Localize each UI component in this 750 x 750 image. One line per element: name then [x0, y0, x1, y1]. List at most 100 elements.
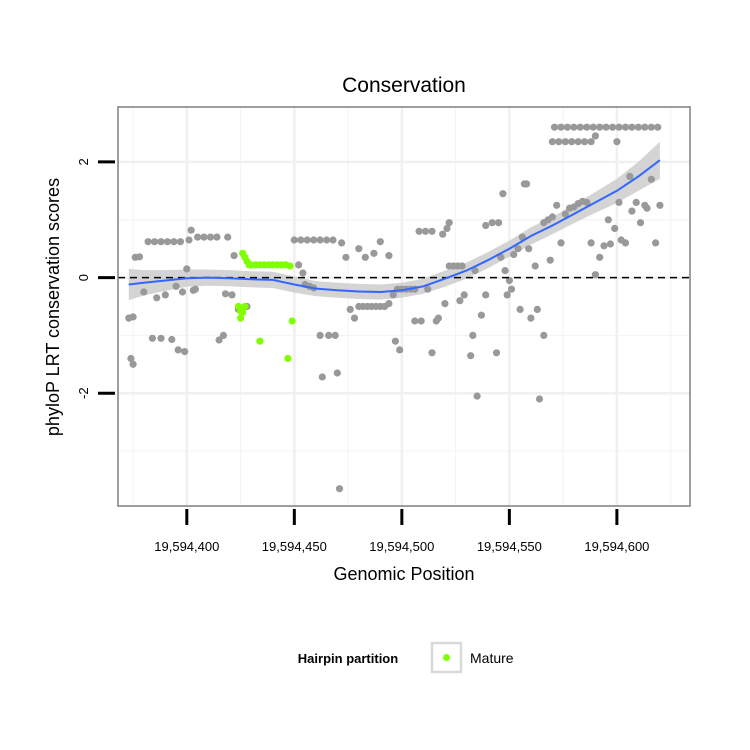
- data-point-other: [636, 219, 645, 227]
- data-point-other: [355, 245, 363, 253]
- y-axis: -2 0 2: [76, 158, 115, 399]
- data-point-other: [127, 354, 135, 363]
- data-point-other: [596, 253, 604, 261]
- data-point-mature: [284, 354, 292, 363]
- data-point-other: [591, 132, 600, 140]
- data-point-other: [181, 348, 189, 356]
- data-point-other: [350, 314, 359, 322]
- data-point-other: [325, 331, 333, 339]
- data-point-other: [609, 123, 617, 131]
- data-point-other: [456, 297, 464, 305]
- data-point-other: [215, 336, 223, 344]
- data-point-other: [523, 180, 531, 188]
- data-point-other: [615, 198, 623, 206]
- data-point-other: [178, 288, 187, 296]
- data-point-other: [550, 123, 559, 131]
- data-point-other: [654, 123, 662, 131]
- data-point-other: [634, 123, 643, 131]
- data-point-other: [421, 227, 430, 235]
- data-point-other: [185, 236, 193, 244]
- data-point-other: [548, 138, 557, 146]
- data-point-mature: [241, 302, 249, 311]
- data-point-other: [471, 267, 479, 275]
- data-point-other: [224, 233, 232, 241]
- data-point-other: [230, 252, 238, 260]
- data-point-other: [140, 288, 148, 296]
- data-point-other: [557, 239, 565, 247]
- grid-lines: [118, 107, 690, 506]
- data-point-mature: [288, 317, 296, 325]
- data-point-other: [492, 349, 501, 357]
- data-point-other: [527, 314, 535, 322]
- data-point-other: [303, 236, 311, 244]
- data-point-other: [467, 352, 475, 360]
- data-point-other: [581, 138, 589, 146]
- chart-title: Conservation: [342, 74, 466, 97]
- data-point-other: [533, 305, 541, 313]
- data-point-other: [656, 201, 664, 209]
- data-point-other: [299, 269, 307, 277]
- data-point-other: [626, 172, 634, 180]
- data-point-other: [507, 285, 516, 293]
- data-point-other: [602, 123, 610, 131]
- legend-label-mature: Mature: [470, 650, 514, 666]
- data-point-other: [221, 290, 230, 298]
- data-point-mature: [239, 308, 247, 316]
- data-point-other: [316, 236, 324, 244]
- data-point-other: [570, 123, 578, 131]
- data-point-other: [411, 317, 419, 325]
- data-point-other: [441, 300, 449, 308]
- data-point-other: [647, 175, 655, 183]
- legend-key-mature: [443, 654, 450, 661]
- data-point-other: [647, 123, 655, 131]
- data-point-other: [473, 392, 481, 400]
- data-point-other: [170, 238, 178, 246]
- x-tick-label: 19,594,550: [477, 539, 542, 554]
- data-point-other: [555, 138, 563, 146]
- y-axis-label: phyloP LRT conservation scores: [43, 178, 63, 436]
- data-point-other: [172, 282, 180, 290]
- data-point-other: [531, 262, 539, 270]
- data-point-other: [561, 138, 569, 146]
- data-point-other: [135, 253, 144, 261]
- data-point-other: [194, 233, 202, 241]
- data-point-other: [482, 291, 490, 299]
- data-point-other: [415, 227, 423, 235]
- data-point-other: [213, 233, 221, 241]
- data-point-other: [318, 373, 326, 381]
- data-point-other: [583, 123, 591, 131]
- data-point-other: [583, 198, 591, 206]
- data-point-other: [641, 123, 649, 131]
- data-point-other: [385, 252, 393, 260]
- data-point-other: [600, 242, 608, 250]
- data-point-other: [191, 285, 199, 293]
- data-point-other: [295, 261, 303, 269]
- data-point-other: [591, 271, 600, 279]
- data-point-other: [297, 236, 305, 244]
- y-tick-label: 0: [76, 274, 91, 281]
- data-point-other: [574, 138, 582, 146]
- legend: Hairpin partition Mature: [298, 641, 514, 674]
- data-point-other: [445, 219, 453, 227]
- data-point-other: [632, 198, 640, 206]
- data-point-other: [338, 239, 346, 247]
- data-point-other: [370, 249, 378, 257]
- data-point-other: [316, 331, 324, 339]
- data-point-other: [611, 224, 619, 232]
- data-point-other: [346, 305, 354, 313]
- data-point-other: [458, 262, 466, 270]
- data-point-other: [228, 291, 236, 299]
- data-point-other: [174, 346, 182, 354]
- data-point-other: [389, 291, 397, 299]
- data-point-other: [546, 256, 554, 264]
- data-point-other: [548, 213, 557, 221]
- data-point-mature: [256, 337, 264, 345]
- data-point-other: [557, 123, 565, 131]
- data-point-other: [587, 239, 595, 247]
- data-point-other: [391, 337, 399, 345]
- data-point-other: [501, 267, 509, 275]
- data-point-other: [604, 216, 612, 224]
- data-point-other: [596, 123, 604, 131]
- legend-title: Hairpin partition: [298, 651, 398, 666]
- x-axis-label: Genomic Position: [333, 564, 474, 584]
